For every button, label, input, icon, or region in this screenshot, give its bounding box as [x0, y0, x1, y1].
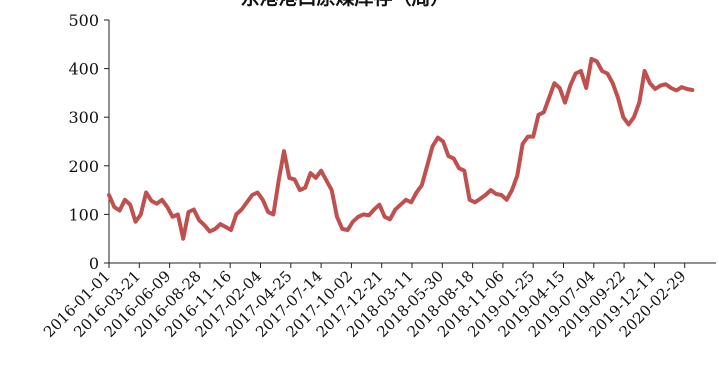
y-tick-label: 100	[68, 205, 99, 224]
y-tick-label: 0	[89, 254, 99, 273]
y-axis-ticks: 0 100 200 300 400 500	[68, 11, 109, 273]
y-tick-label: 500	[68, 11, 99, 30]
chart-title: 东港港口原煤库存（周）	[240, 0, 449, 9]
y-tick-label: 300	[68, 108, 99, 127]
y-tick-label: 400	[68, 60, 99, 79]
chart-title-group: 东港港口原煤库存（周）	[240, 0, 449, 9]
series-line	[107, 56, 695, 241]
axes	[108, 20, 716, 264]
x-axis-ticks: 2016-01-012016-03-212016-06-092016-08-28…	[40, 263, 690, 341]
y-tick-label: 200	[68, 157, 99, 176]
